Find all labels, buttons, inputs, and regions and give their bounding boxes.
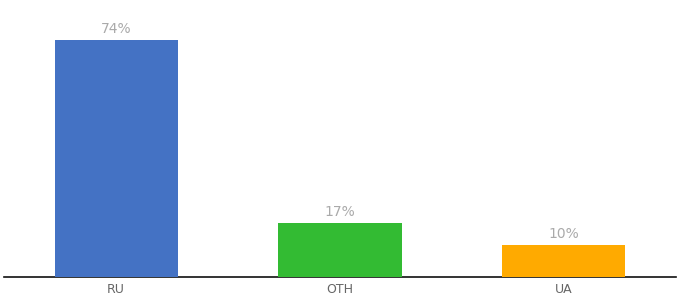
Bar xyxy=(278,223,402,277)
Text: 74%: 74% xyxy=(101,22,131,36)
Text: 17%: 17% xyxy=(324,205,356,219)
Text: 10%: 10% xyxy=(549,227,579,241)
Bar xyxy=(54,40,177,277)
Bar xyxy=(503,245,626,277)
